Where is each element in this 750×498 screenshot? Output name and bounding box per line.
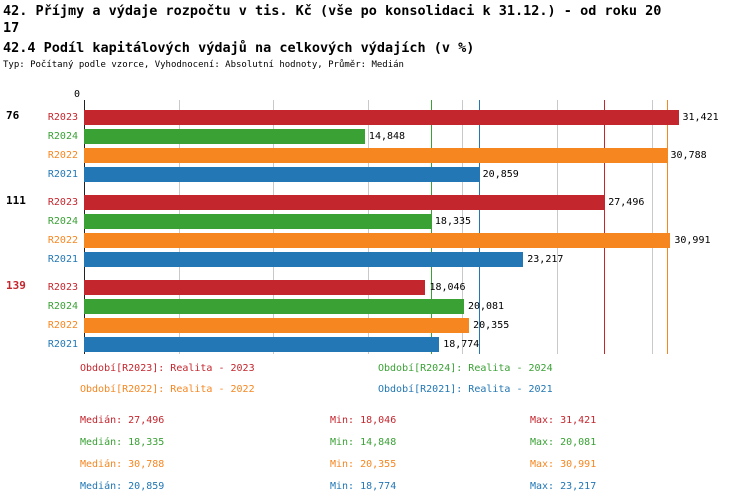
stat-median: Medián: 27,496 [80,415,165,426]
bar [84,318,470,333]
stat-max: Max: 31,421 [530,415,597,426]
row-label: R2024 [47,301,78,312]
bar [84,280,426,295]
plot-area: 31,421 14,848 30,788 20,859 27,496 18,335 30,9… [84,100,719,354]
stat-max: Max: 30,991 [530,459,597,470]
median-line [430,100,432,354]
bar [84,110,679,125]
bar [84,214,431,229]
legend-item: Období[R2021]: Realita - 2021 [378,384,553,395]
bar-value: 20,859 [482,169,519,180]
series-statistics: Medián: 27,496 Min: 18,046 Max: 31,421 Medi… [0,414,750,498]
bar [84,167,479,182]
row-label: R2021 [47,169,78,180]
bar [84,252,524,267]
row-label: R2021 [47,254,78,265]
row-label: R2022 [47,235,78,246]
legend-item: Období[R2022]: Realita - 2022 [80,384,255,395]
bar-value: 18,046 [429,282,466,293]
bar-chart: 0 31,421 14,848 30,788 20,859 27,496 18,335 30… [6,89,719,354]
stat-min: Min: 18,046 [330,415,397,426]
bar-value: 27,496 [608,197,645,208]
bar-value: 30,788 [670,150,707,161]
bar [84,148,667,163]
stat-median: Medián: 20,859 [80,481,165,492]
axis-tick-zero: 0 [73,89,80,100]
bar [84,195,605,210]
stat-max: Max: 23,217 [530,481,597,492]
chart-legend: Období[R2023]: Realita - 2023 Období[R202… [0,362,750,406]
bar-value: 20,081 [467,301,505,312]
row-label: R2024 [47,216,78,227]
bar-value: 30,991 [674,235,711,246]
row-label: R2022 [47,150,78,161]
stat-min: Min: 14,848 [330,437,397,448]
bar-value: 31,421 [682,112,719,123]
page-title-line1: 42. Příjmy a výdaje rozpočtu v tis. Kč (… [3,3,662,19]
row-label: R2023 [47,282,78,293]
median-line [604,100,606,354]
row-label: R2021 [47,339,78,350]
bar-value: 20,355 [473,320,510,331]
row-label: R2023 [47,112,78,123]
legend-item: Období[R2024]: Realita - 2024 [378,363,553,374]
bar [84,129,365,144]
bar-value: 14,848 [368,131,406,142]
grid-line [651,100,653,354]
bar [84,233,671,248]
chart-subtitle: 42.4 Podíl kapitálových výdajů na celkov… [3,40,475,56]
bar-value: 23,217 [527,254,564,265]
row-label: R2023 [47,197,78,208]
group-label: 139 [6,279,26,292]
bar [84,337,440,352]
group-label: 76 [6,109,20,122]
group-label: 111 [6,194,26,207]
median-line [666,100,668,354]
bar [84,299,464,314]
chart-meta-line: Typ: Počítaný podle vzorce, Vyhodnocení:… [3,60,404,70]
row-label: R2022 [47,320,78,331]
median-line [478,100,480,354]
bar-value: 18,774 [443,339,480,350]
stat-min: Min: 18,774 [330,481,397,492]
row-label: R2024 [47,131,78,142]
grid-line [462,100,464,354]
grid-line [557,100,559,354]
page-title-line2: 17 [3,20,20,36]
legend-item: Období[R2023]: Realita - 2023 [80,363,255,374]
bar-value: 18,335 [434,216,472,227]
stat-max: Max: 20,081 [530,437,597,448]
stat-median: Medián: 18,335 [80,437,165,448]
stat-min: Min: 20,355 [330,459,397,470]
stat-median: Medián: 30,788 [80,459,165,470]
